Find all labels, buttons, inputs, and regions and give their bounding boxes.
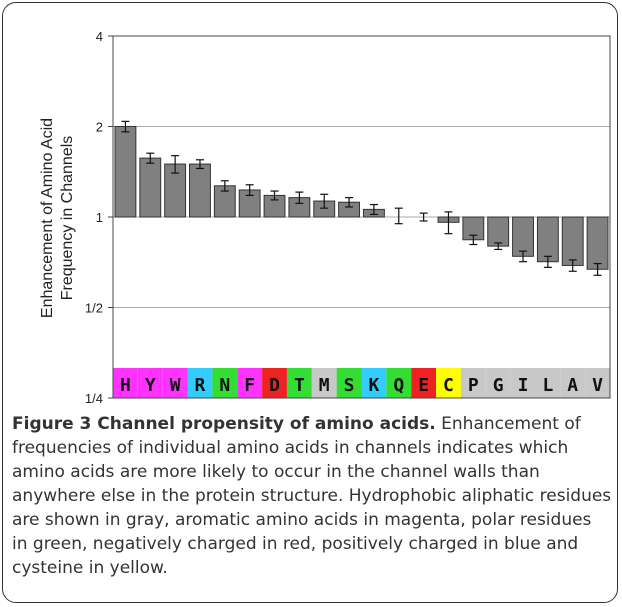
y-axis-label-line1: Enhancement of Amino Acid (39, 118, 56, 318)
category-label: F (244, 375, 255, 396)
bar (562, 217, 583, 265)
bar (115, 127, 136, 218)
category-label: Q (393, 375, 404, 396)
category-label: S (344, 375, 355, 396)
category-label: W (170, 375, 181, 396)
category-label: H (120, 375, 131, 396)
category-label: V (592, 375, 603, 396)
category-label: Y (145, 375, 156, 396)
category-label: A (567, 375, 578, 396)
bars (115, 127, 608, 270)
bar (537, 217, 558, 262)
y-axis-label-line2: Frequency in Channels (59, 136, 76, 301)
figure-caption: Figure 3 Channel propensity of amino aci… (12, 412, 612, 580)
bar (190, 164, 211, 217)
caption-body: Enhancement of frequencies of individual… (12, 414, 611, 578)
category-label: M (319, 375, 330, 396)
category-label: P (468, 375, 479, 396)
y-tick-label: 1/2 (85, 301, 103, 316)
category-label: R (195, 375, 206, 396)
category-label: L (542, 375, 553, 396)
bar (587, 217, 608, 269)
category-label: C (443, 375, 454, 396)
category-label: D (269, 375, 280, 396)
y-axis-ticks: 4 2 1 1/2 1/4 (85, 29, 113, 406)
grid-lines (113, 127, 610, 308)
category-label: T (294, 375, 305, 396)
y-tick-label: 4 (96, 29, 103, 44)
category-label: K (369, 375, 380, 396)
bar (140, 158, 161, 217)
caption-title: Figure 3 Channel propensity of amino aci… (12, 414, 436, 434)
category-label: E (418, 375, 429, 396)
y-tick-label: 1 (96, 210, 103, 225)
bar (513, 217, 534, 256)
category-label: N (219, 375, 230, 396)
y-tick-label: 1/4 (85, 391, 103, 406)
bar (488, 217, 509, 246)
category-label: I (518, 375, 529, 396)
y-tick-label: 2 (96, 120, 103, 135)
category-label: G (493, 375, 504, 396)
category-label-backgrounds (113, 368, 610, 398)
